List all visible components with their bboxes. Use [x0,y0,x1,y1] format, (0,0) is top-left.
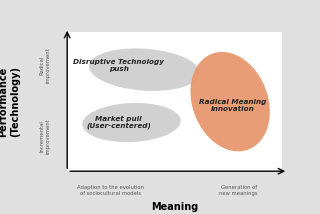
Text: Market pull
(User-centered): Market pull (User-centered) [86,116,151,129]
Text: Performance
(Technology): Performance (Technology) [0,66,20,137]
Text: Radical Meaning
Innovation: Radical Meaning Innovation [199,99,266,112]
Ellipse shape [89,48,200,91]
Text: Incremental
improvement: Incremental improvement [39,119,50,154]
Text: Disruptive Technology
push: Disruptive Technology push [73,59,164,72]
Text: Adaption to the evolution
of sociocultural models: Adaption to the evolution of sociocultur… [76,185,144,196]
Text: Meaning: Meaning [151,202,198,212]
Text: Generation of
new meanings: Generation of new meanings [220,185,258,196]
Ellipse shape [190,52,270,151]
Text: Radical
improvement: Radical improvement [39,48,50,83]
Ellipse shape [82,103,181,142]
